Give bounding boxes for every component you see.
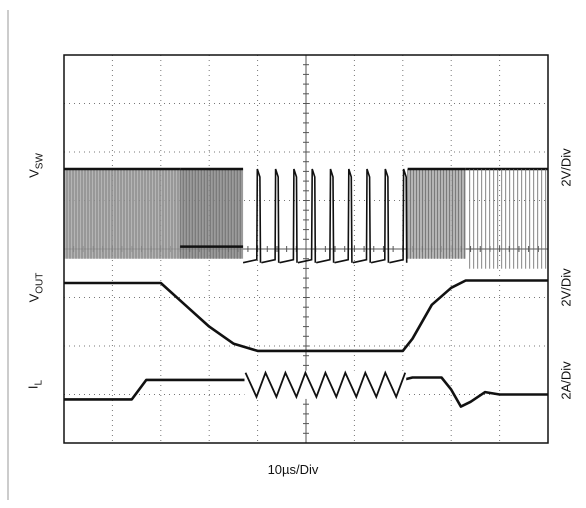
- vsw-pulse: [334, 168, 353, 264]
- vsw-pulse: [261, 168, 280, 264]
- vsw-dense-band: [407, 168, 466, 259]
- plot-border: [63, 54, 549, 444]
- x-axis-label: 10µs/Div: [267, 462, 319, 477]
- vsw-pulse: [316, 168, 335, 264]
- il-trace: [64, 376, 548, 408]
- vsw-pulse: [370, 168, 390, 264]
- vsw-dense-band: [64, 168, 181, 259]
- vsw-pulse: [242, 168, 262, 264]
- il-ripple: [244, 370, 407, 400]
- vout-trace: [64, 279, 548, 353]
- vsw-pulse: [297, 168, 317, 264]
- vsw-pulse: [389, 168, 408, 264]
- traces: [63, 167, 548, 408]
- vsw-pulse: [352, 168, 371, 264]
- vsw-dense-band: [180, 168, 244, 259]
- vsw-pulse: [279, 168, 298, 264]
